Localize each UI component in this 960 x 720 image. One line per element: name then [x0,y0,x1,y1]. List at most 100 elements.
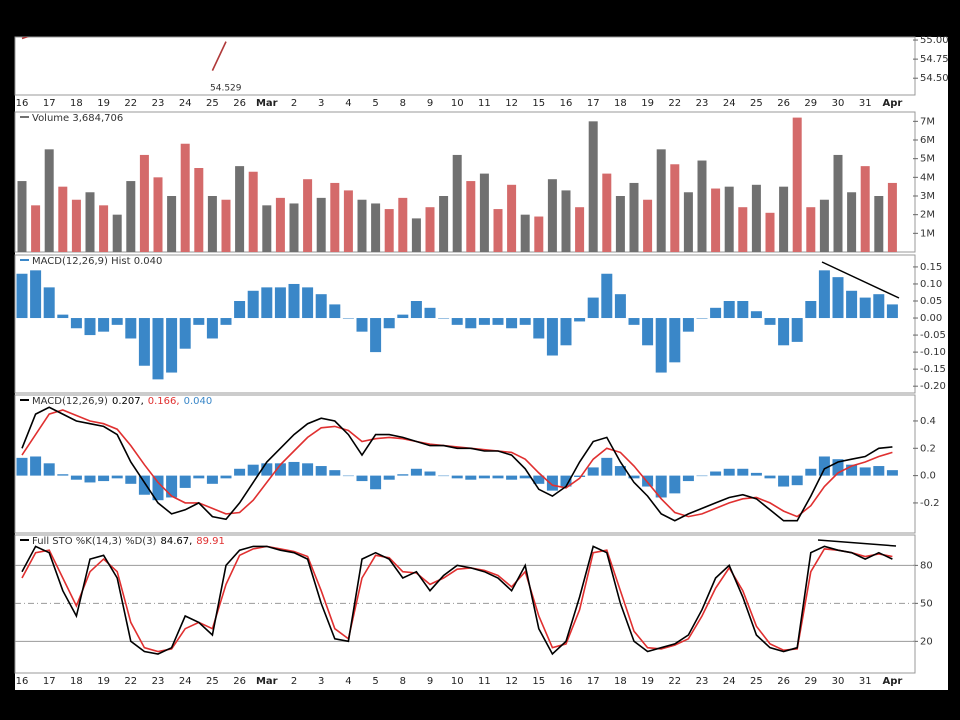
bar [710,471,722,476]
x-tick-label: 23 [152,676,165,687]
bar [356,475,368,482]
bar [330,182,340,252]
bar [655,318,667,373]
x-tick-label: 5 [372,98,378,109]
y-tick-label: 5M [920,154,935,165]
bar [587,467,599,476]
x-tick-label: 8 [400,98,406,109]
bar [697,160,707,252]
bar [125,318,137,339]
bar [628,475,640,479]
trend-line [817,539,897,547]
x-tick-label: 18 [614,676,627,687]
bar [439,196,449,252]
x-tick-label: 19 [641,98,654,109]
bar [30,456,42,476]
legend-value: 0.166, [148,396,180,407]
bar [262,205,272,252]
x-tick-label: 23 [152,98,165,109]
x-tick-label: 31 [859,676,872,687]
x-tick-label: 10 [451,676,464,687]
bar [873,294,885,319]
x-tick-label: 11 [478,676,491,687]
x-tick-label: 3 [318,676,324,687]
x-tick-label: 2 [291,676,297,687]
bar [235,166,245,252]
bar [71,199,81,252]
bar [99,205,109,252]
bar [628,318,640,325]
x-tick-label: 12 [505,98,518,109]
y-tick-label: 54.50 [920,73,949,84]
bar [342,318,354,319]
bar [492,475,504,479]
x-tick-label: 25 [206,98,219,109]
x-tick-label: 19 [97,98,110,109]
bar [465,475,477,480]
panel-frame [14,111,916,253]
bar [833,154,843,252]
bar [384,209,394,252]
x-tick-label: 12 [505,676,518,687]
bar [682,318,694,332]
x-tick-label: 19 [97,676,110,687]
bar [180,143,190,252]
x-tick-label: 16 [560,98,573,109]
bar [138,318,150,366]
x-tick-label: 3 [318,98,324,109]
y-tick-label: 1M [920,228,935,239]
bar [397,314,409,319]
bar [84,475,96,483]
x-tick-label: 17 [43,676,56,687]
bar [493,209,503,252]
y-tick-label: 4M [920,172,935,183]
legend-value: 0.207, [112,396,144,407]
x-tick-label: 23 [696,98,709,109]
bar [574,318,586,322]
x-tick-label: 26 [233,98,246,109]
legend-value: 89.91 [196,536,225,547]
bar [587,297,599,319]
x-tick-label: 22 [124,98,137,109]
panel-frame [14,534,916,674]
x-tick-label: 25 [750,676,763,687]
bar [629,182,639,252]
bar [410,468,422,476]
x-tick-label: 17 [587,676,600,687]
bar [724,186,734,252]
bar [561,190,571,252]
bar [206,475,218,484]
bar [357,199,367,252]
bar [737,468,749,476]
bar [425,207,435,252]
bar [452,154,462,252]
bar [778,475,790,487]
bar [193,318,205,325]
x-tick-label: 19 [641,676,654,687]
bar [98,318,110,332]
bar [438,318,450,319]
bar [859,467,871,476]
bar [519,318,531,325]
y-tick-label: 0.15 [920,262,942,273]
bar [832,459,844,476]
y-tick-label: -0.10 [920,347,946,358]
panel-title-text: MACD(12,26,9) Hist 0.040 [32,256,162,267]
bar [152,318,164,380]
panel-title-text: MACD(12,26,9) [32,396,108,407]
bar [70,475,82,480]
bar [194,168,204,252]
bar [383,318,395,329]
bar [220,318,232,325]
bar [234,468,246,476]
panel-title: MACD(12,26,9) 0.207, 0.166, 0.040 [32,396,212,407]
bar [520,214,530,252]
bar [751,184,761,252]
bar [560,318,572,346]
bar [710,307,722,319]
bar [478,475,490,479]
bar [602,173,612,252]
bar [424,307,436,319]
bar [261,463,273,476]
